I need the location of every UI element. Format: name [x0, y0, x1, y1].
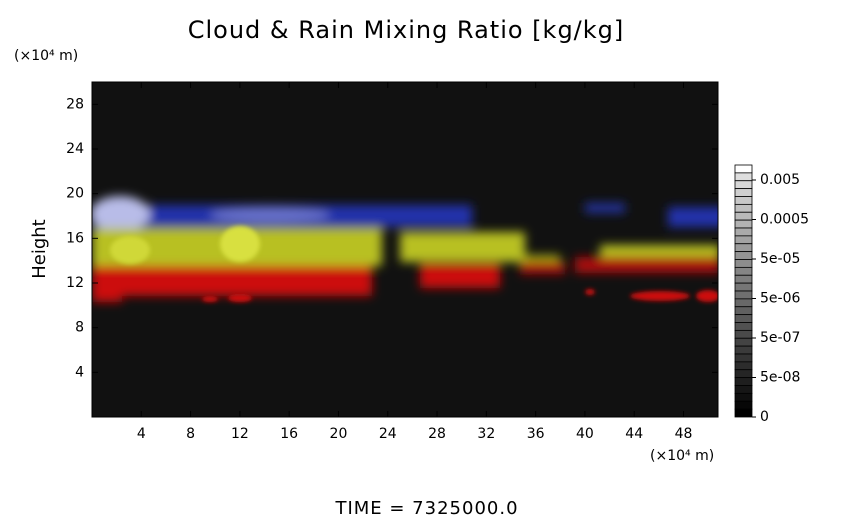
- colorbar-cell: [734, 385, 753, 394]
- y-unit: (×10⁴ m): [14, 48, 78, 64]
- plot-frame: [91, 81, 719, 418]
- y-axis-label: Height: [29, 219, 50, 279]
- rain-band: [520, 262, 565, 274]
- y-tick-label: 16: [66, 230, 84, 246]
- colorbar-cell: [734, 322, 753, 331]
- colorbar-cell: [734, 377, 753, 386]
- colorbar-cell: [734, 235, 753, 245]
- ice-core: [92, 196, 150, 232]
- rain-spot: [696, 290, 718, 302]
- y-tick-label: 28: [66, 96, 84, 112]
- rain-spots: [110, 226, 718, 302]
- colorbar-cell: [734, 259, 753, 268]
- x-tick-label: 24: [379, 426, 397, 442]
- y-tick-label: 20: [66, 186, 84, 202]
- rain-band: [92, 280, 122, 302]
- colorbar-cell: [734, 314, 753, 323]
- colorbar-cell: [734, 329, 753, 339]
- colorbar-cell: [734, 361, 753, 371]
- colorbar-label: 5e-05: [760, 251, 800, 267]
- colorbar-label: 0.0005: [760, 212, 809, 228]
- colorbar-label: 5e-08: [760, 370, 800, 386]
- colorbar-cell: [734, 180, 753, 190]
- x-tick-label: 8: [186, 426, 195, 442]
- colorbar-cell: [734, 266, 753, 276]
- colorbar-cell: [734, 203, 753, 213]
- colorbar-label: 5e-06: [760, 291, 800, 307]
- colorbar-cell: [734, 211, 753, 221]
- colorbar-cell: [734, 274, 753, 284]
- rain-spot: [228, 294, 252, 302]
- colorbar-cell: [734, 298, 753, 308]
- colorbar-cell: [734, 345, 753, 355]
- cloud-core: [110, 236, 150, 264]
- chart-title: Cloud & Rain Mixing Ratio [kg/kg]: [188, 16, 625, 44]
- colorbar-cell: [734, 392, 753, 402]
- footer-text: TIME = 7325000.0: [334, 498, 518, 519]
- x-tick-label: 12: [231, 426, 249, 442]
- colorbar-cell: [734, 188, 753, 197]
- x-tick-label: 28: [428, 426, 446, 442]
- ice-core: [210, 207, 330, 223]
- x-tick-label: 40: [576, 426, 594, 442]
- rain-band: [420, 264, 500, 288]
- rain-spot: [202, 296, 218, 302]
- colorbar-cell: [734, 227, 753, 237]
- colorbar-label: 0: [760, 409, 769, 425]
- colorbar-cell: [734, 196, 753, 205]
- colorbar-cell: [734, 369, 753, 379]
- colorbar-cell: [734, 337, 753, 347]
- colorbar-cell: [734, 243, 753, 253]
- rain-band: [92, 266, 372, 296]
- rain-spot: [585, 289, 595, 295]
- x-tick-label: 4: [137, 426, 146, 442]
- rain-spot: [630, 291, 690, 301]
- cloud-core: [220, 226, 260, 262]
- cloud-render: [92, 196, 718, 302]
- x-tick-label: 16: [280, 426, 298, 442]
- y-tick-label: 4: [75, 364, 84, 380]
- x-tick-label: 44: [625, 426, 643, 442]
- colorbar-cell: [734, 164, 753, 174]
- colorbar-cell: [734, 282, 753, 292]
- rain-band: [575, 257, 718, 273]
- colorbar-cell: [734, 400, 753, 410]
- colorbar-cell: [734, 219, 753, 229]
- colorbar-cell: [734, 290, 753, 300]
- x-tick-label: 20: [330, 426, 348, 442]
- colorbar-label: 5e-07: [760, 330, 800, 346]
- x-tick-label: 48: [675, 426, 693, 442]
- x-tick-label: 32: [477, 426, 495, 442]
- ice-band: [585, 203, 625, 213]
- y-tick-label: 24: [66, 141, 84, 157]
- colorbar-cell: [734, 353, 753, 363]
- colorbar-cell: [734, 306, 753, 316]
- colorbar-cell: [734, 251, 753, 260]
- cloud-band: [400, 232, 525, 262]
- x-tick-label: 36: [527, 426, 545, 442]
- colorbar-cell: [734, 408, 753, 418]
- colorbar-label: 0.005: [760, 172, 800, 188]
- y-tick-label: 12: [66, 275, 84, 291]
- ice-band: [668, 207, 718, 227]
- x-unit: (×10⁴ m): [650, 448, 714, 464]
- colorbar-cell: [734, 172, 753, 182]
- y-tick-label: 8: [75, 320, 84, 336]
